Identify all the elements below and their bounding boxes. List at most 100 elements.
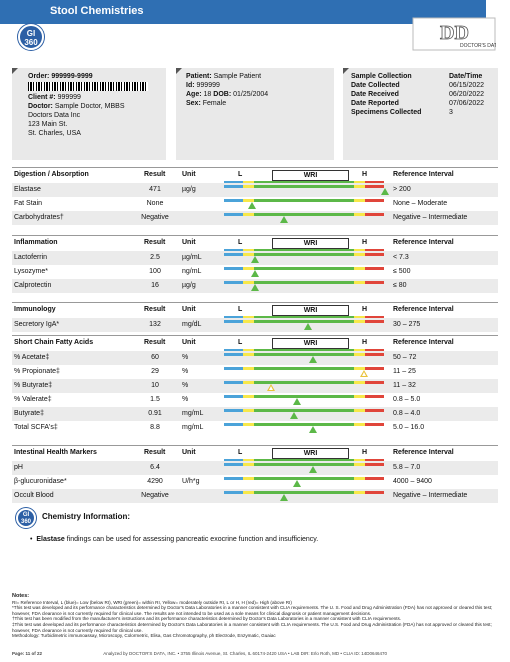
address-line-3: St. Charles, USA [28, 130, 81, 137]
scale-segment [253, 181, 355, 184]
scale-segment [253, 316, 355, 319]
test-name: Total SCFA's‡ [14, 424, 58, 431]
scale-segment [365, 181, 384, 184]
result-marker-icon [304, 323, 312, 330]
section-title: Inflammation [14, 239, 58, 246]
result-marker-icon [292, 480, 301, 487]
scale-color-bar [224, 349, 384, 352]
patient-sex: Female [202, 100, 227, 107]
range-segment [253, 353, 355, 356]
range-segment [365, 199, 384, 202]
doctors-data-logo-icon: DD DOCTOR'S DATA INC [412, 17, 496, 51]
result-range-bar [224, 353, 384, 356]
range-segment [224, 395, 243, 398]
range-segment [354, 423, 365, 426]
range-segment [242, 367, 254, 370]
test-reference: None – Moderate [393, 200, 448, 207]
test-reference: < 7.3 [393, 254, 409, 261]
patient-info-box: Patient: Sample Patient Id: 999999 Age: … [176, 68, 334, 160]
section-divider [12, 445, 498, 446]
result-range-bar [224, 409, 384, 412]
range-segment [354, 213, 365, 216]
range-segment [365, 395, 384, 398]
patient-age: 18 [203, 91, 212, 98]
range-segment [365, 381, 384, 384]
range-segment [253, 213, 355, 216]
range-segment [253, 281, 355, 284]
scale-legend: L WRI H [224, 338, 384, 352]
test-reference: Negative – Intermediate [393, 492, 468, 499]
collection-row-value: 07/06/2022 [449, 100, 485, 107]
range-segment [365, 367, 384, 370]
id-label: Id: [186, 82, 195, 89]
result-range-bar [224, 281, 384, 284]
range-segment [365, 185, 384, 188]
scale-high-label: H [362, 171, 368, 178]
test-reference: > 200 [393, 186, 411, 193]
range-segment [365, 423, 384, 426]
scale-wri-label: WRI [272, 170, 349, 181]
order-label: Order: [28, 73, 50, 80]
range-segment [224, 320, 243, 323]
test-name: % Valerate‡ [14, 396, 52, 403]
range-segment [354, 320, 365, 323]
section-divider [12, 302, 498, 303]
ref-col-head: Reference Interval [393, 171, 454, 178]
range-segment [365, 320, 384, 323]
patient-id: 999999 [196, 82, 220, 89]
scale-segment [253, 459, 355, 462]
range-segment [354, 381, 365, 384]
test-result: Negative [141, 214, 169, 221]
unit-col-head: Unit [182, 239, 196, 246]
range-segment [253, 199, 355, 202]
test-name: Calprotectin [14, 282, 52, 289]
result-marker-icon [248, 202, 256, 209]
result-col-head: Result [144, 339, 166, 346]
scale-segment [365, 349, 384, 352]
test-name: Secretory IgA* [14, 321, 60, 328]
bullet-bold: Elastase [36, 536, 65, 543]
patient-label: Patient: [186, 73, 212, 80]
scale-segment [354, 181, 365, 184]
range-segment [242, 463, 254, 466]
scale-high-label: H [362, 339, 368, 346]
range-segment [253, 463, 355, 466]
svg-text:DOCTOR'S DATA INC: DOCTOR'S DATA INC [460, 43, 496, 49]
range-segment [224, 491, 243, 494]
client-label: Client #: [28, 94, 56, 101]
collection-row-label: Specimens Collected [351, 109, 422, 116]
test-result: 0.91 [148, 410, 162, 417]
collection-row-value: 3 [449, 109, 453, 116]
test-unit: mg/mL [182, 410, 204, 417]
range-segment [253, 253, 355, 256]
unit-col-head: Unit [182, 339, 196, 346]
datetime-head: Date/Time [449, 73, 483, 80]
result-range-bar [224, 477, 384, 480]
result-marker-icon [280, 494, 288, 501]
svg-text:DD: DD [440, 22, 469, 44]
notes-line-2: *This test was developed and its perform… [12, 605, 493, 616]
test-name: % Propionate‡ [14, 368, 60, 375]
range-segment [224, 353, 243, 356]
scale-segment [224, 316, 243, 319]
result-range-bar [224, 463, 384, 466]
test-result: 2.5 [150, 254, 160, 261]
unit-col-head: Unit [182, 449, 196, 456]
range-segment [354, 281, 365, 284]
result-row: % Valerate‡ 1.5% 0.8 – 5.0 [12, 393, 498, 407]
range-segment [365, 463, 384, 466]
page-number: Page: 11 of 22 [12, 651, 43, 656]
test-result: Negative [141, 492, 169, 499]
scale-high-label: H [362, 449, 368, 456]
range-segment [253, 491, 355, 494]
range-segment [224, 463, 243, 466]
section-header: Short Chain Fatty Acids Result Unit Referen… [12, 336, 498, 350]
collection-row-label: Date Collected [351, 82, 400, 89]
scale-segment [242, 181, 254, 184]
result-marker-icon [360, 370, 368, 377]
range-segment [224, 199, 243, 202]
result-col-head: Result [144, 239, 166, 246]
test-reference: 0.8 – 5.0 [393, 396, 421, 403]
test-result: 1.5 [150, 396, 160, 403]
scale-segment [224, 349, 243, 352]
